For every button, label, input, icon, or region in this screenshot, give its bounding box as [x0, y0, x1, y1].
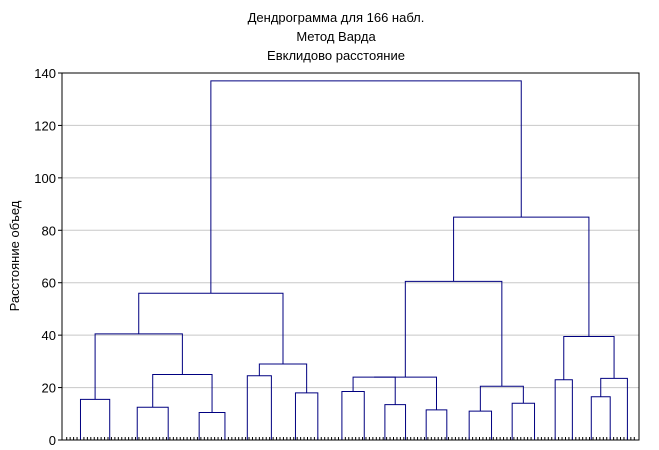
dendrogram-merge-c16 — [511, 402, 536, 440]
chart-title-line-1: Дендрограмма для 166 набл. — [248, 10, 425, 25]
dendrogram-merge-c6 — [246, 375, 272, 440]
dendrogram-merge-c7 — [294, 392, 319, 440]
y-tick-label: 140 — [34, 66, 56, 81]
y-tick-label: 20 — [42, 381, 56, 396]
dendrogram-merge-c24 — [210, 80, 522, 294]
dendrogram-merge-c19 — [554, 379, 573, 440]
y-tick-label: 120 — [34, 118, 56, 133]
dendrogram-merge-c22 — [563, 335, 615, 380]
y-tick-label: 80 — [42, 223, 56, 238]
chart-title-line-2: Метод Варда — [296, 29, 376, 44]
y-tick-label: 60 — [42, 276, 56, 291]
dendrogram-merge-c18 — [404, 280, 503, 387]
dendrogram-merge-c17 — [479, 385, 524, 412]
dendrogram-merge-c23 — [453, 216, 590, 337]
dendrogram-merge-c8 — [258, 363, 308, 393]
plot-frame — [61, 72, 640, 441]
dendrogram-links — [79, 80, 628, 440]
dendrogram-merge-c9 — [138, 292, 284, 364]
dendrogram-merge-c10 — [341, 391, 365, 440]
dendrogram-merge-c13 — [352, 376, 396, 405]
dendrogram-merge-c2 — [136, 406, 169, 440]
dendrogram-merge-c14 — [374, 376, 437, 410]
dendrogram-merge-c12 — [425, 409, 448, 440]
dendrogram-merge-c11 — [384, 404, 407, 440]
y-tick-label: 40 — [42, 328, 56, 343]
y-tick-label: 100 — [34, 171, 56, 186]
y-axis-ticks: 0 20 40 60 80 100 120 140 — [34, 66, 62, 448]
dendrogram-merge-c5 — [94, 333, 183, 400]
dendrogram-merge-c3 — [198, 411, 226, 440]
y-tick-label: 0 — [49, 433, 56, 448]
dendrogram-merge-c15 — [468, 410, 493, 440]
chart-title-line-3: Евклидово расстояние — [267, 48, 405, 63]
y-axis-label: Расстояние объед — [7, 200, 22, 311]
dendrogram-merge-c1 — [79, 398, 111, 440]
dendrogram-merge-c20 — [590, 396, 611, 440]
grid-lines — [62, 124, 639, 389]
